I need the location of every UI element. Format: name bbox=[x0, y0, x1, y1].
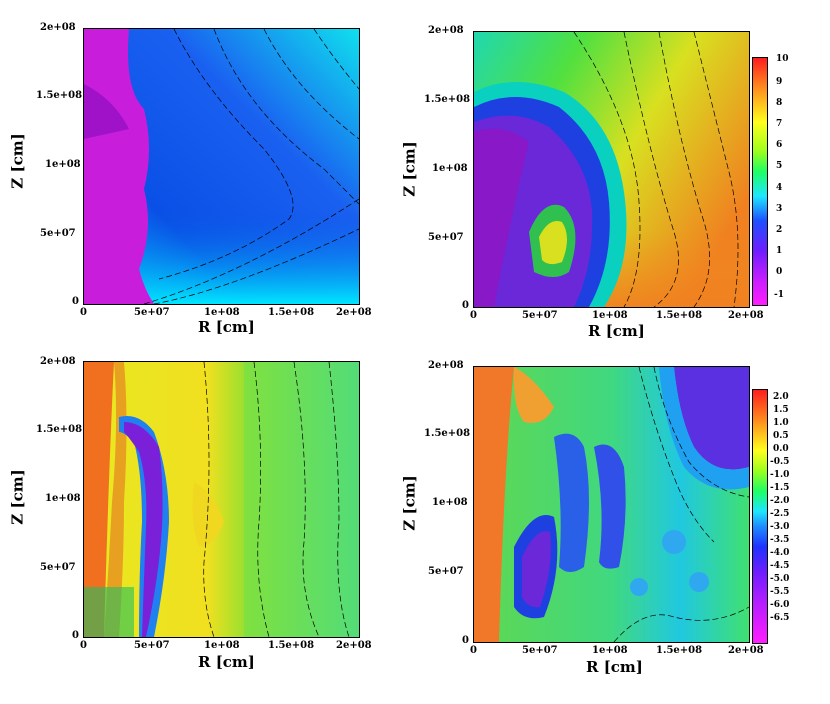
colorbar-tick-label: -6.5 bbox=[770, 613, 790, 623]
heatmap-bottom-right bbox=[473, 366, 750, 643]
xtick-label: 1e+08 bbox=[204, 640, 240, 651]
colorbar-bottom-right bbox=[752, 389, 768, 644]
heatmap-top-right bbox=[473, 31, 750, 308]
colorbar-tick-label: 0 bbox=[776, 267, 783, 277]
ytick-label: 0 bbox=[462, 300, 469, 311]
colorbar-tick-label: 6 bbox=[776, 140, 783, 150]
ytick-label: 0 bbox=[462, 635, 469, 646]
xtick-label: 2e+08 bbox=[336, 307, 372, 318]
y-axis-label: Z [cm] bbox=[400, 141, 419, 197]
xtick-label: 0 bbox=[470, 645, 477, 656]
xtick-label: 2e+08 bbox=[728, 645, 764, 656]
x-axis-label: R [cm] bbox=[198, 653, 255, 671]
ytick-label: 1e+08 bbox=[432, 163, 468, 174]
colorbar-tick-label: 0.0 bbox=[773, 444, 789, 454]
x-axis-label: R [cm] bbox=[588, 322, 645, 340]
y-axis-label: Z [cm] bbox=[8, 469, 27, 525]
ytick-label: 5e+07 bbox=[428, 566, 464, 577]
colorbar-tick-label: 4 bbox=[776, 183, 783, 193]
xtick-label: 1e+08 bbox=[592, 310, 628, 321]
colorbar-tick-label: 1.5 bbox=[773, 405, 789, 415]
colorbar-tick-label: -1 bbox=[774, 290, 784, 300]
colorbar-tick-label: 1.0 bbox=[773, 418, 789, 428]
colorbar-top-right bbox=[752, 57, 768, 306]
xtick-label: 0 bbox=[80, 307, 87, 318]
xtick-label: 5e+07 bbox=[134, 640, 170, 651]
colorbar-tick-label: -3.0 bbox=[770, 522, 790, 532]
xtick-label: 1.5e+08 bbox=[656, 310, 703, 321]
ytick-label: 1e+08 bbox=[432, 497, 468, 508]
ytick-label: 2e+08 bbox=[40, 22, 76, 33]
colorbar-tick-label: 3 bbox=[776, 204, 783, 214]
ytick-label: 0 bbox=[72, 630, 79, 641]
colorbar-tick-label: 8 bbox=[776, 98, 783, 108]
colorbar-tick-label: -2.0 bbox=[770, 496, 790, 506]
xtick-label: 5e+07 bbox=[522, 645, 558, 656]
xtick-label: 2e+08 bbox=[728, 310, 764, 321]
ytick-label: 1.5e+08 bbox=[36, 424, 83, 435]
colorbar-tick-label: -3.5 bbox=[770, 535, 790, 545]
ytick-label: 1.5e+08 bbox=[424, 428, 471, 439]
ytick-label: 1e+08 bbox=[45, 159, 81, 170]
xtick-label: 1.5e+08 bbox=[268, 307, 315, 318]
colorbar-tick-label: -0.5 bbox=[770, 457, 790, 467]
ytick-label: 5e+07 bbox=[40, 562, 76, 573]
colorbar-tick-label: 0.5 bbox=[773, 431, 789, 441]
colorbar-tick-label: 2 bbox=[776, 225, 783, 235]
ytick-label: 5e+07 bbox=[40, 228, 76, 239]
x-axis-label: R [cm] bbox=[198, 318, 255, 336]
ytick-label: 5e+07 bbox=[428, 232, 464, 243]
colorbar-tick-label: -1.0 bbox=[770, 470, 790, 480]
colorbar-tick-label: 5 bbox=[776, 161, 783, 171]
xtick-label: 2e+08 bbox=[336, 640, 372, 651]
colorbar-tick-label: -2.5 bbox=[770, 509, 790, 519]
xtick-label: 1.5e+08 bbox=[656, 645, 703, 656]
colorbar-tick-label: 10 bbox=[776, 54, 789, 64]
ytick-label: 1.5e+08 bbox=[36, 90, 83, 101]
ytick-label: 1e+08 bbox=[45, 493, 81, 504]
colorbar-tick-label: -4.5 bbox=[770, 561, 790, 571]
heatmap-bottom-left bbox=[83, 361, 360, 638]
ytick-label: 2e+08 bbox=[40, 356, 76, 367]
colorbar-tick-label: 7 bbox=[776, 119, 783, 129]
xtick-label: 5e+07 bbox=[134, 307, 170, 318]
xtick-label: 1e+08 bbox=[204, 307, 240, 318]
ytick-label: 1.5e+08 bbox=[424, 94, 471, 105]
ytick-label: 2e+08 bbox=[428, 360, 464, 371]
x-axis-label: R [cm] bbox=[586, 658, 643, 676]
xtick-label: 0 bbox=[80, 640, 87, 651]
colorbar-tick-label: -4.0 bbox=[770, 548, 790, 558]
colorbar-tick-label: 2.0 bbox=[773, 392, 789, 402]
xtick-label: 0 bbox=[470, 310, 477, 321]
colorbar-tick-label: 1 bbox=[776, 246, 783, 256]
colorbar-tick-label: 9 bbox=[776, 77, 783, 87]
xtick-label: 1e+08 bbox=[592, 645, 628, 656]
heatmap-top-left bbox=[83, 28, 360, 305]
colorbar-tick-label: -6.0 bbox=[770, 600, 790, 610]
colorbar-tick-label: -5.5 bbox=[770, 587, 790, 597]
colorbar-tick-label: -1.5 bbox=[770, 483, 790, 493]
xtick-label: 5e+07 bbox=[522, 310, 558, 321]
y-axis-label: Z [cm] bbox=[400, 475, 419, 531]
xtick-label: 1.5e+08 bbox=[268, 640, 315, 651]
ytick-label: 2e+08 bbox=[428, 25, 464, 36]
ytick-label: 0 bbox=[72, 296, 79, 307]
colorbar-tick-label: -5.0 bbox=[770, 574, 790, 584]
y-axis-label: Z [cm] bbox=[8, 133, 27, 189]
